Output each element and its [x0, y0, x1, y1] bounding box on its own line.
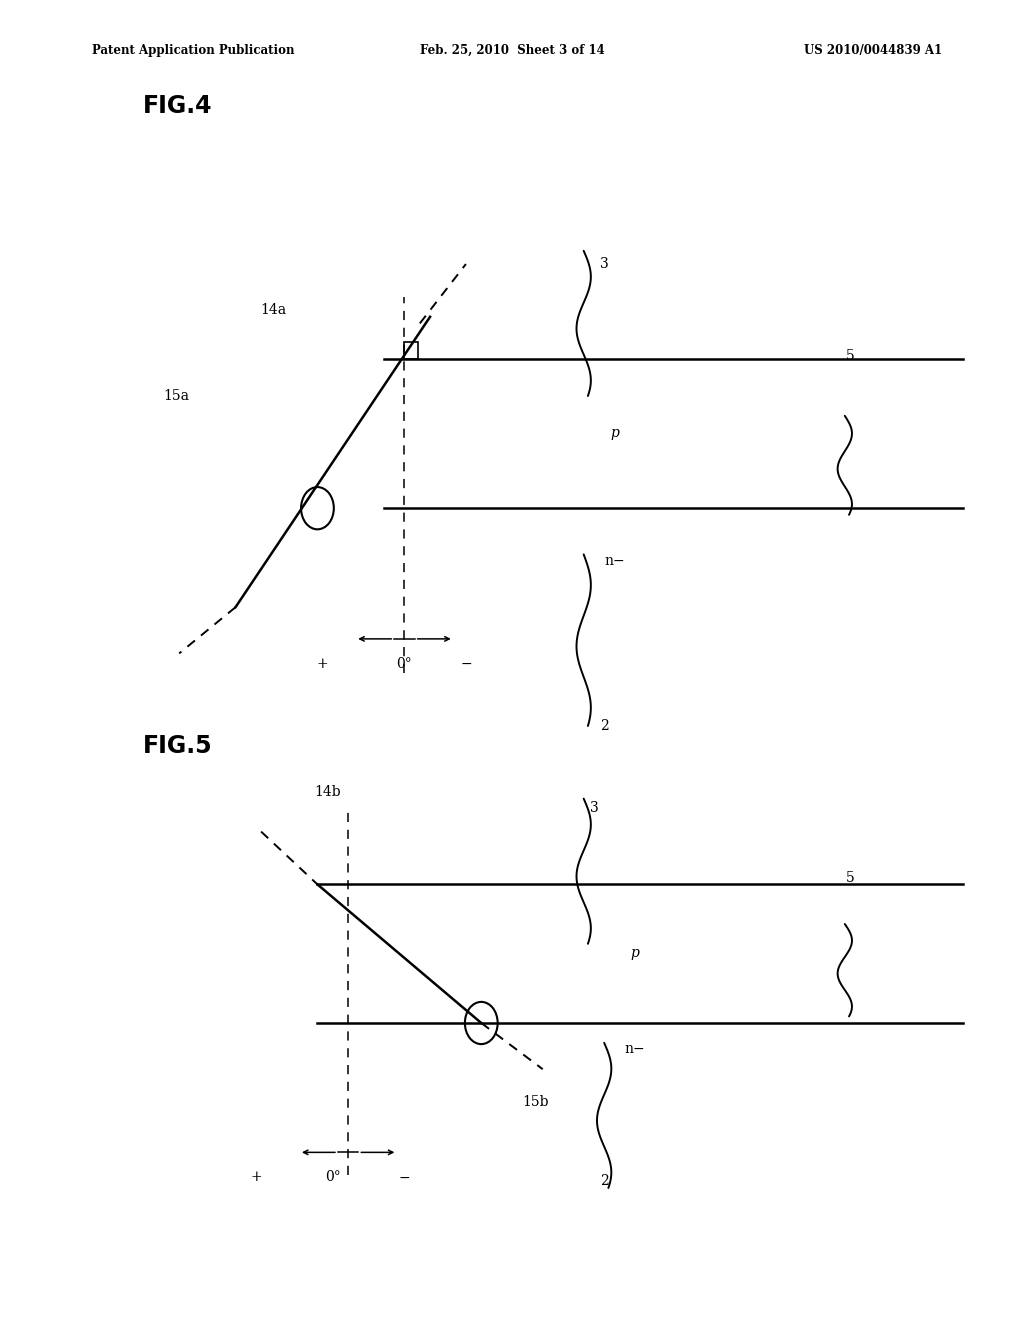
Text: 14a: 14a: [260, 304, 287, 317]
Text: 15a: 15a: [164, 389, 189, 403]
Text: 0°: 0°: [396, 657, 413, 671]
Text: n−: n−: [625, 1043, 645, 1056]
Text: US 2010/0044839 A1: US 2010/0044839 A1: [804, 44, 942, 57]
Text: 3: 3: [600, 257, 608, 271]
Text: FIG.5: FIG.5: [143, 734, 213, 758]
Text: 5: 5: [846, 350, 854, 363]
Text: 14b: 14b: [314, 785, 341, 799]
Text: 2: 2: [600, 719, 608, 733]
Text: p: p: [631, 946, 639, 960]
Text: p: p: [610, 426, 618, 440]
Text: −: −: [460, 657, 472, 671]
Text: 0°: 0°: [325, 1171, 341, 1184]
Text: Feb. 25, 2010  Sheet 3 of 14: Feb. 25, 2010 Sheet 3 of 14: [420, 44, 604, 57]
Text: Patent Application Publication: Patent Application Publication: [92, 44, 295, 57]
Text: +: +: [250, 1171, 262, 1184]
Text: +: +: [316, 657, 329, 671]
Text: n−: n−: [604, 554, 625, 568]
Text: −: −: [398, 1171, 411, 1184]
Text: FIG.4: FIG.4: [143, 94, 213, 117]
Text: 15b: 15b: [522, 1096, 549, 1109]
Text: 3: 3: [590, 801, 598, 814]
Text: 2: 2: [600, 1175, 608, 1188]
Text: 5: 5: [846, 871, 854, 884]
